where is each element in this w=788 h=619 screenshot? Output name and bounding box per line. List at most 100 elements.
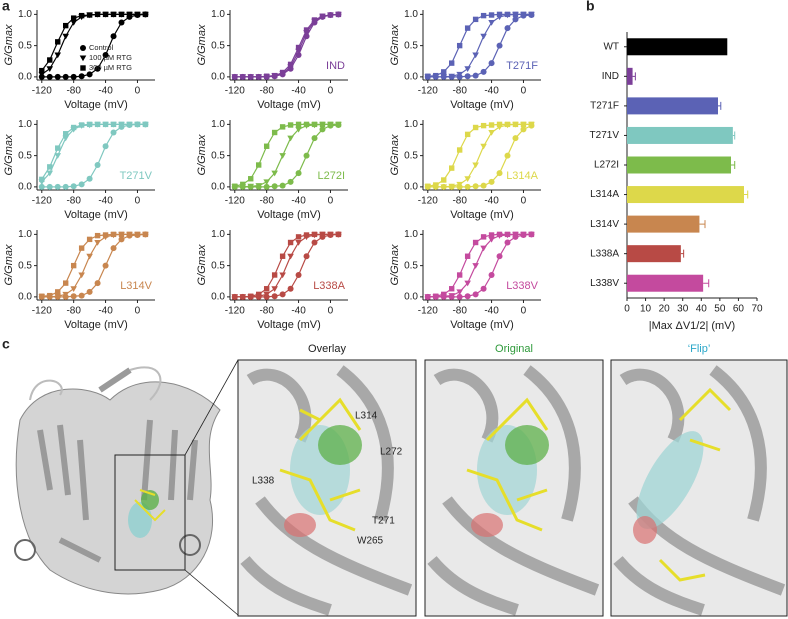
marker — [118, 11, 125, 18]
marker — [311, 231, 318, 238]
marker — [448, 293, 456, 299]
marker — [504, 152, 511, 159]
error-bar — [732, 131, 736, 140]
x-axis-label: Voltage (mV) — [450, 319, 514, 331]
y-tick-label: 1.0 — [18, 119, 32, 130]
marker — [512, 16, 519, 23]
marker — [78, 12, 85, 19]
marker — [456, 272, 463, 278]
marker — [78, 245, 85, 251]
marker — [78, 122, 85, 128]
overview-structure — [14, 359, 239, 616]
marker — [480, 234, 487, 240]
marker — [110, 121, 117, 128]
marker — [102, 143, 109, 150]
marker — [271, 286, 278, 293]
marker — [472, 183, 479, 190]
zoom-title: Original — [495, 343, 533, 355]
y-tick-label: 0.5 — [18, 260, 32, 271]
marker — [47, 164, 53, 170]
marker — [441, 69, 447, 75]
marker — [55, 39, 61, 45]
marker — [295, 126, 302, 133]
marker — [279, 291, 286, 298]
marker — [263, 73, 270, 79]
marker — [488, 20, 495, 26]
marker — [232, 294, 238, 300]
marker — [287, 253, 294, 260]
marker — [441, 177, 447, 183]
marker — [46, 170, 54, 177]
marker — [110, 231, 117, 238]
x-tick-label: 0 — [624, 304, 630, 315]
marker — [464, 280, 471, 287]
error-bar — [744, 190, 749, 199]
marker — [118, 19, 125, 26]
zoom-panels — [237, 359, 788, 617]
marker — [480, 122, 487, 129]
marker — [504, 231, 511, 238]
marker — [488, 60, 495, 67]
marker — [110, 33, 117, 40]
marker — [295, 234, 302, 240]
marker — [263, 143, 270, 149]
marker — [303, 27, 310, 33]
marker — [504, 121, 511, 128]
marker — [456, 42, 463, 49]
marker — [54, 153, 62, 159]
marker — [39, 293, 45, 299]
marker — [528, 11, 535, 18]
marker — [512, 121, 519, 128]
marker — [287, 285, 294, 292]
marker — [86, 121, 93, 128]
marker — [440, 74, 448, 81]
marker — [134, 11, 141, 18]
marker — [287, 61, 294, 68]
marker — [39, 176, 45, 183]
marker — [55, 145, 61, 151]
marker — [319, 126, 326, 133]
y-tick-label: 1.0 — [211, 119, 225, 130]
x-axis-label: |Max ΔV1/2| (mV) — [649, 320, 735, 332]
x-tick-label: 0 — [135, 196, 141, 207]
x-axis-label: Voltage (mV) — [257, 209, 321, 221]
marker — [464, 176, 471, 183]
marker — [63, 22, 69, 29]
x-tick-label: -40 — [291, 86, 306, 97]
y-tick-label: L314V — [590, 219, 619, 230]
bar — [627, 126, 733, 144]
marker — [327, 231, 334, 238]
x-tick-label: -40 — [291, 196, 306, 207]
marker — [256, 162, 262, 168]
y-tick-label: 0.0 — [18, 72, 32, 83]
marker — [496, 231, 503, 238]
error-bar — [699, 220, 706, 229]
marker — [303, 253, 310, 260]
marker — [86, 236, 93, 243]
marker — [118, 231, 125, 238]
y-tick-label: 1.0 — [211, 9, 225, 20]
marker — [110, 11, 117, 18]
marker — [433, 293, 439, 299]
marker — [512, 135, 519, 142]
x-tick-label: -40 — [98, 86, 113, 97]
marker — [512, 231, 519, 238]
marker — [311, 239, 318, 246]
y-axis-label: G/Gmax — [196, 134, 208, 175]
y-tick-label: 1.0 — [404, 119, 418, 130]
marker — [271, 170, 278, 177]
x-tick-label: -80 — [66, 306, 81, 317]
marker — [472, 239, 479, 246]
y-axis-label: G/Gmax — [3, 24, 15, 65]
marker — [327, 12, 334, 18]
bar — [627, 186, 744, 204]
marker — [255, 183, 263, 189]
marker — [271, 129, 278, 136]
marker — [46, 73, 53, 80]
marker — [94, 280, 101, 287]
x-tick-label: -80 — [259, 86, 274, 97]
marker — [520, 231, 527, 238]
x-tick-label: -40 — [98, 306, 113, 317]
residue-label: L314 — [355, 411, 378, 422]
